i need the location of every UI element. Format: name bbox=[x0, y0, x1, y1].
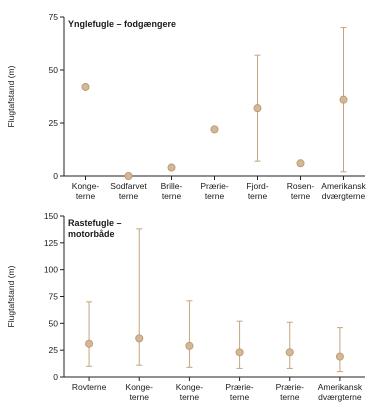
x-tick-label: terne bbox=[205, 191, 225, 201]
data-point bbox=[285, 348, 294, 357]
data-point bbox=[85, 339, 94, 348]
data-point bbox=[253, 104, 262, 113]
data-point bbox=[81, 82, 90, 91]
data-point bbox=[135, 334, 144, 343]
y-tick-label: 75 bbox=[49, 12, 59, 22]
x-tick-label: dværgterne bbox=[318, 392, 362, 402]
x-tick-label: terne bbox=[162, 191, 182, 201]
panel-1: 0 25 50 75 Flugtafstand (m) Ynglefugle – fodg… bbox=[6, 12, 366, 201]
panel-title: Ynglefugle – fodgængere bbox=[68, 19, 176, 29]
x-tick-label: terne bbox=[280, 392, 300, 402]
y-tick-label: 150 bbox=[44, 211, 58, 221]
x-tick-label: Amerikansk bbox=[321, 181, 366, 191]
x-tick-label: terne bbox=[76, 191, 96, 201]
y-tick-label: 0 bbox=[53, 171, 58, 181]
data-point bbox=[296, 159, 305, 168]
data-point bbox=[210, 125, 219, 134]
x-tick-label: Konge- bbox=[176, 382, 204, 392]
x-tick-label: Amerikansk bbox=[318, 382, 363, 392]
y-tick-label: 50 bbox=[49, 318, 59, 328]
x-tick-label: Konge- bbox=[126, 382, 154, 392]
panel-2: 0 25 50 75 100 125 150 Flugtafstand (m) Rastefug… bbox=[6, 211, 365, 402]
x-tick-label: dværgterne bbox=[322, 191, 366, 201]
data-point bbox=[167, 163, 176, 172]
y-tick-label: 125 bbox=[44, 238, 58, 248]
x-tick-label: Rovterne bbox=[72, 382, 107, 392]
x-tick-label: Fjord- bbox=[246, 181, 268, 191]
y-tick-label: 25 bbox=[49, 345, 59, 355]
y-tick-label: 25 bbox=[49, 118, 59, 128]
data-point bbox=[185, 341, 194, 350]
x-tick-label: terne bbox=[230, 392, 250, 402]
x-tick-label: Sodfarvet bbox=[110, 181, 147, 191]
panel-title: motorbåde bbox=[68, 229, 115, 239]
x-tick-label: terne bbox=[180, 392, 200, 402]
x-tick-label: terne bbox=[119, 191, 139, 201]
data-point bbox=[124, 171, 133, 180]
data-point bbox=[339, 95, 348, 104]
x-tick-label: terne bbox=[130, 392, 150, 402]
x-tick-label: Prærie- bbox=[200, 181, 229, 191]
x-tick-label: Brille- bbox=[161, 181, 183, 191]
x-tick-label: Konge- bbox=[72, 181, 100, 191]
y-tick-label: 75 bbox=[49, 292, 59, 302]
y-tick-label: 100 bbox=[44, 265, 58, 275]
x-tick-label: Prærie- bbox=[225, 382, 254, 392]
panel-title: Rastefugle – bbox=[68, 218, 122, 228]
data-point bbox=[335, 352, 344, 361]
data-point bbox=[235, 348, 244, 357]
y-axis-label: Flugtafstand (m) bbox=[6, 65, 16, 127]
x-tick-label: terne bbox=[248, 191, 268, 201]
x-tick-label: Rosen- bbox=[287, 181, 315, 191]
y-tick-label: 50 bbox=[49, 65, 59, 75]
y-tick-label: 0 bbox=[53, 372, 58, 382]
x-tick-label: terne bbox=[291, 191, 311, 201]
x-tick-label: Prærie- bbox=[276, 382, 305, 392]
y-axis-label: Flugtafstand (m) bbox=[6, 265, 16, 327]
